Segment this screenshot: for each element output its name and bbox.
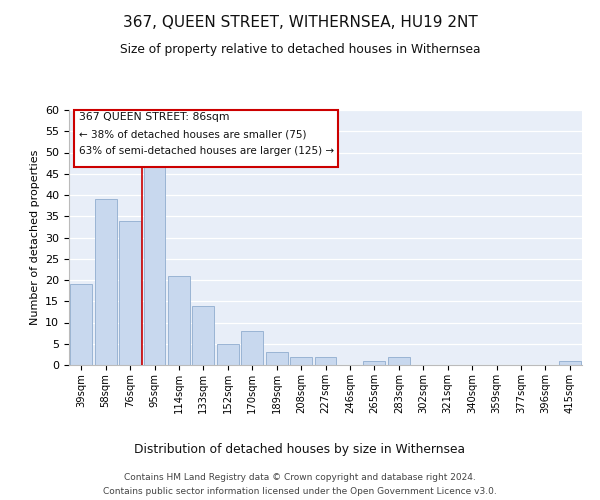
- Text: Contains public sector information licensed under the Open Government Licence v3: Contains public sector information licen…: [103, 488, 497, 496]
- Bar: [559, 361, 581, 365]
- Bar: [241, 331, 263, 365]
- Text: 63% of semi-detached houses are larger (125) →: 63% of semi-detached houses are larger (…: [79, 146, 334, 156]
- Bar: [364, 361, 385, 365]
- Bar: [290, 356, 312, 365]
- Text: ← 38% of detached houses are smaller (75): ← 38% of detached houses are smaller (75…: [79, 129, 306, 139]
- Bar: [119, 220, 141, 365]
- Text: 367, QUEEN STREET, WITHERNSEA, HU19 2NT: 367, QUEEN STREET, WITHERNSEA, HU19 2NT: [122, 15, 478, 30]
- FancyBboxPatch shape: [74, 110, 338, 168]
- Text: Size of property relative to detached houses in Withernsea: Size of property relative to detached ho…: [120, 42, 480, 56]
- Bar: [266, 352, 287, 365]
- Bar: [217, 344, 239, 365]
- Bar: [70, 284, 92, 365]
- Y-axis label: Number of detached properties: Number of detached properties: [29, 150, 40, 325]
- Bar: [143, 157, 166, 365]
- Bar: [168, 276, 190, 365]
- Bar: [95, 199, 116, 365]
- Text: Distribution of detached houses by size in Withernsea: Distribution of detached houses by size …: [134, 442, 466, 456]
- Text: 367 QUEEN STREET: 86sqm: 367 QUEEN STREET: 86sqm: [79, 112, 229, 122]
- Bar: [193, 306, 214, 365]
- Text: Contains HM Land Registry data © Crown copyright and database right 2024.: Contains HM Land Registry data © Crown c…: [124, 472, 476, 482]
- Bar: [314, 356, 337, 365]
- Bar: [388, 356, 410, 365]
